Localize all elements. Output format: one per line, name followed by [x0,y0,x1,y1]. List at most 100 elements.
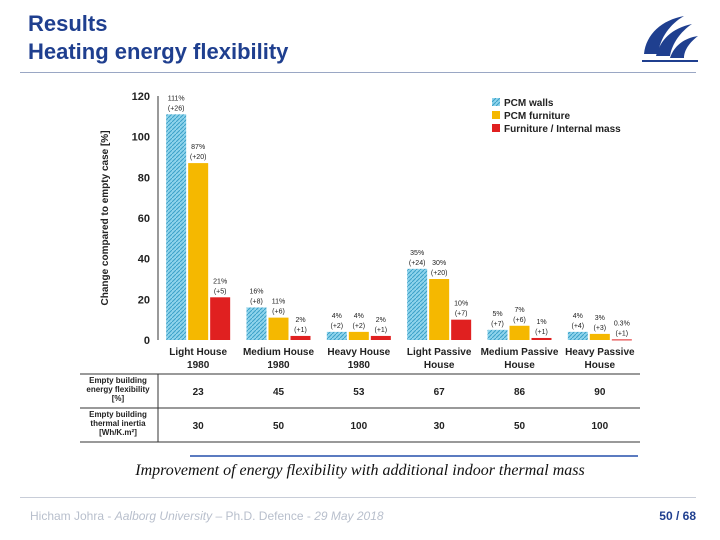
caption-underline [190,455,638,457]
table-cell: 50 [273,421,285,432]
data-label: (+6) [272,309,285,316]
table-cell: 30 [434,421,446,432]
university-logo-icon [642,16,698,62]
flexibility-chart: 0 20 40 60 80 100 120 Change compared to empty … [80,91,640,443]
data-label: (+1) [294,327,307,334]
data-label: 16% [249,288,263,295]
data-label: (+3) [594,325,607,332]
table-cell: 86 [514,387,526,398]
data-label: 7% [514,307,524,314]
legend-swatch [492,111,500,119]
bar-furniture-internal-mass [451,319,472,340]
title-line-2: Heating energy flexibility [28,39,289,64]
y-tick-label: 60 [138,213,150,225]
data-label: 3% [595,315,605,322]
table-cell: 100 [591,421,608,432]
bar-pcm-furniture [188,163,209,340]
x-category-label: 1980 [187,360,210,371]
data-label: (+1) [375,327,388,334]
data-label: 21% [213,278,227,285]
x-category-label: Light Passive [407,347,472,358]
data-label: 2% [376,317,386,324]
bar-pcm-furniture [509,325,530,340]
page-total: 68 [682,509,696,523]
bar-furniture-internal-mass [290,335,311,340]
data-label: 10% [454,301,468,308]
table-row-label: thermal inertia [90,419,146,428]
y-tick-label: 80 [138,172,150,184]
x-category-label: House [585,360,616,371]
footer-text: Hicham Johra - Aalborg University – Ph.D… [30,509,384,523]
bar-pcm-walls [487,329,508,340]
x-category-label: House [424,360,455,371]
bar-pcm-walls [407,268,428,340]
legend-swatch [492,98,500,106]
data-label: (+26) [168,105,185,112]
data-label: (+6) [513,317,526,324]
data-label: (+2) [331,323,344,330]
bar-pcm-furniture [268,317,289,340]
data-label: 4% [573,313,583,320]
data-label: (+5) [214,288,227,295]
table-cell: 53 [353,387,365,398]
footer-author: Hicham Johra [30,509,105,523]
x-category-label: Medium Passive [481,347,559,358]
data-label: (+7) [455,311,468,318]
legend-label: PCM walls [504,98,554,109]
x-category-label: 1980 [348,360,371,371]
legend-swatch [492,124,500,132]
footer-date: 29 May 2018 [314,509,384,523]
data-label: (+20) [190,154,207,161]
table-row-label: [%] [112,394,125,403]
title-line-1: Results [28,11,108,36]
bar-pcm-walls [326,331,347,340]
x-category-label: 1980 [267,360,290,371]
data-label: 1% [536,319,546,326]
title-divider [20,72,696,73]
data-label: (+2) [353,323,366,330]
data-label: (+4) [572,323,585,330]
data-label: 0.3% [614,320,630,327]
data-label: (+8) [250,298,263,305]
table-cell: 100 [350,421,367,432]
bar-pcm-furniture [348,331,369,340]
bar-pcm-furniture [429,279,450,340]
table-row-label: energy flexibility [86,385,150,394]
table-row-label: Empty building [89,410,147,419]
data-label: (+20) [431,270,448,277]
y-tick-label: 120 [132,91,150,103]
bar-pcm-furniture [589,333,610,340]
data-label: (+1) [616,330,629,337]
y-tick-label: 100 [132,132,150,144]
bar-pcm-walls [567,331,588,340]
table-cell: 67 [434,387,446,398]
y-tick-label: 40 [138,254,150,266]
data-label: 5% [492,311,502,318]
bar-furniture-internal-mass [611,339,632,341]
bar-pcm-walls [246,307,267,340]
x-category-label: House [504,360,535,371]
page-number: 50 / 68 [659,509,696,523]
x-category-label: Light House [169,347,227,358]
table-cell: 23 [193,387,205,398]
footer-event: Ph.D. Defence [225,509,304,523]
legend-label: Furniture / Internal mass [504,124,621,135]
bar-furniture-internal-mass [531,337,552,340]
data-label: 35% [410,250,424,257]
page-current: 50 [659,509,673,523]
x-category-label: Medium House [243,347,315,358]
y-axis-label: Change compared to empty case [%] [100,130,111,305]
data-label: 87% [191,144,205,151]
table-cell: 90 [594,387,606,398]
data-label: (+1) [535,329,548,336]
y-tick-label: 20 [138,294,150,306]
table-row-label: Empty building [89,376,147,385]
footer-divider [20,497,696,498]
data-label: (+7) [491,321,504,328]
table-row-label: [Wh/K.m²] [99,428,137,437]
bar-pcm-walls [166,114,187,340]
table-cell: 45 [273,387,285,398]
table-cell: 30 [193,421,205,432]
data-label: 11% [272,299,286,306]
slide-title: Results Heating energy flexibility [28,10,288,66]
